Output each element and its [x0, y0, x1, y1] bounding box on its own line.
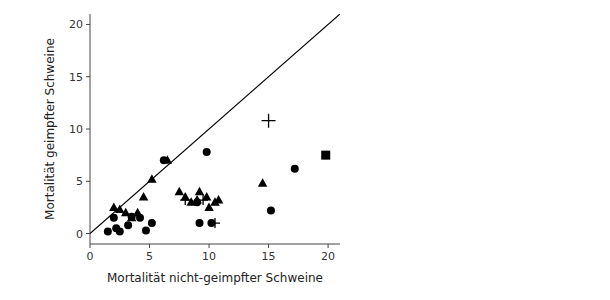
- y-tick-label: 10: [69, 123, 83, 136]
- x-tick: [149, 244, 150, 248]
- point-plus: [198, 195, 208, 205]
- point-triangle: [115, 205, 125, 214]
- point-triangle: [175, 187, 185, 196]
- point-circle: [110, 214, 118, 222]
- x-tick-label: 20: [321, 250, 335, 263]
- x-tick-label: 0: [87, 250, 94, 263]
- x-tick: [328, 244, 329, 248]
- y-tick: [86, 129, 90, 130]
- point-circle: [267, 207, 275, 215]
- chart: 0 5 10 15 20 0 5 10 15 20 Mortalität nicht-geimpft…: [0, 0, 610, 300]
- y-tick-label: 0: [76, 228, 83, 241]
- x-tick-label: 15: [262, 250, 276, 263]
- point-triangle: [192, 195, 202, 204]
- point-circle: [104, 227, 112, 235]
- point-triangle: [121, 208, 130, 217]
- point-circle: [124, 221, 132, 229]
- point-triangle: [133, 208, 143, 217]
- point-square: [321, 151, 330, 160]
- point-circle: [142, 226, 150, 234]
- point-triangle: [147, 174, 157, 183]
- point-triangle: [139, 192, 149, 201]
- axes: 0 5 10 15 20 0 5 10 15 20: [69, 14, 340, 263]
- point-circle: [148, 219, 156, 227]
- point-plus: [180, 195, 190, 205]
- point-circle: [196, 219, 204, 227]
- point-triangle: [163, 155, 173, 164]
- y-tick: [86, 24, 90, 25]
- point-plus-large: [262, 114, 276, 128]
- x-tick: [268, 244, 269, 248]
- x-tick: [209, 244, 210, 248]
- point-triangle: [214, 195, 224, 204]
- y-tick: [86, 181, 90, 182]
- x-tick-label: 10: [202, 250, 216, 263]
- point-circle: [203, 148, 211, 156]
- x-tick-label: 5: [146, 250, 153, 263]
- y-tick-label: 15: [69, 71, 83, 84]
- reference-line: [90, 14, 340, 234]
- y-tick-label: 5: [76, 175, 83, 188]
- y-axis-label: Mortalität geimpfter Schweine: [43, 38, 57, 220]
- point-circle: [116, 227, 124, 235]
- point-triangle: [258, 178, 268, 187]
- point-plus: [210, 218, 220, 228]
- data: [90, 14, 340, 235]
- point-triangle: [195, 187, 205, 196]
- y-tick: [86, 233, 90, 234]
- x-tick: [90, 244, 91, 248]
- x-axis-label: Mortalität nicht-geimpfter Schweine: [107, 271, 323, 285]
- y-tick-label: 20: [69, 18, 83, 31]
- x-axis-line: [90, 244, 340, 245]
- point-circle: [291, 165, 299, 173]
- y-tick: [86, 76, 90, 77]
